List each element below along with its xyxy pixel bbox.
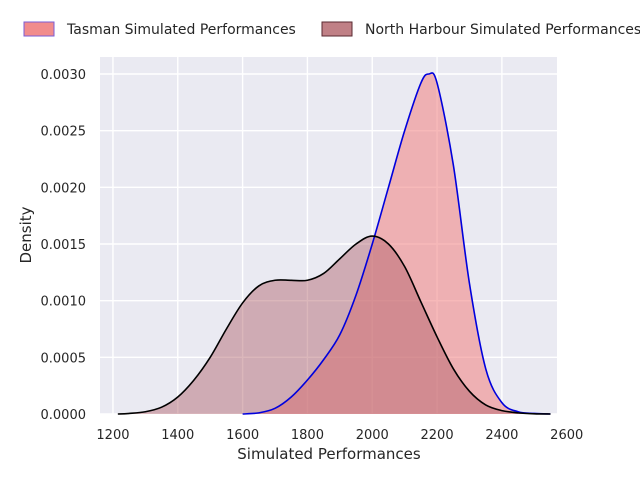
legend-swatch [23,21,55,37]
y-tick-label: 0.0030 [41,68,87,83]
series-line-1 [117,235,551,415]
y-tick-label: 0.0000 [41,408,87,423]
x-tick-label: 2600 [550,428,583,443]
x-tick-label: 1200 [96,428,129,443]
x-axis-label: Simulated Performances [237,445,421,463]
y-tick-label: 0.0025 [41,125,87,140]
series-area-1 [117,236,551,414]
series-area-0 [242,72,551,415]
x-tick-label: 1400 [161,428,194,443]
legend-swatch [321,21,353,37]
x-tick-label: 1600 [226,428,259,443]
x-tick-label: 2000 [356,428,389,443]
y-tick-label: 0.0010 [41,295,87,310]
series-layer [117,72,551,415]
x-tick-label: 1800 [291,428,324,443]
series-line-0 [242,72,551,415]
legend-label: North Harbour Simulated Performances [365,22,640,38]
legend: Tasman Simulated Performances North Harbo… [23,21,640,38]
y-axis-label: Density [17,206,35,263]
legend-label: Tasman Simulated Performances [66,22,296,38]
y-tick-label: 0.0020 [41,181,87,196]
x-axis-ticks: 1200 1400 1600 1800 2000 2200 2400 2600 [96,428,583,443]
y-tick-label: 0.0015 [41,238,87,253]
y-axis-ticks: 0.0000 0.0005 0.0010 0.0015 0.0020 0.0025 0.00… [41,68,87,423]
x-tick-label: 2200 [421,428,454,443]
y-tick-label: 0.0005 [41,351,87,366]
x-tick-label: 2400 [485,428,518,443]
